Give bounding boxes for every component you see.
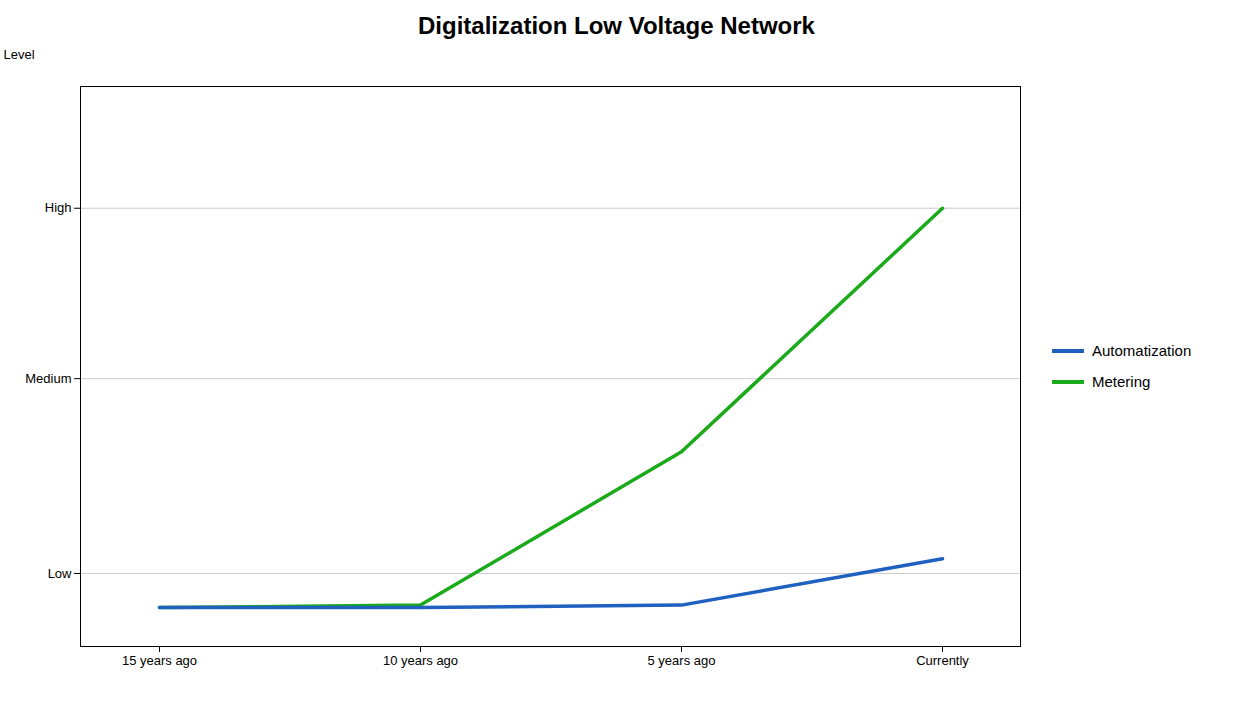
svg-text:Level: Level bbox=[4, 47, 35, 62]
svg-text:Medium: Medium bbox=[25, 371, 71, 386]
svg-text:Low: Low bbox=[48, 566, 72, 581]
html-text:Digitalization Low Voltage Net: Digitalization Low Voltage Network bbox=[418, 12, 815, 39]
html-text:Automatization: Automatization bbox=[1092, 342, 1192, 359]
svg-text:10 years ago: 10 years ago bbox=[383, 653, 458, 668]
svg-text:5 years ago: 5 years ago bbox=[648, 653, 716, 668]
svg-text:High: High bbox=[45, 200, 72, 215]
svg-text:Currently: Currently bbox=[916, 653, 969, 668]
svg-text:15 years ago: 15 years ago bbox=[122, 653, 197, 668]
html-text:Metering: Metering bbox=[1092, 373, 1151, 390]
